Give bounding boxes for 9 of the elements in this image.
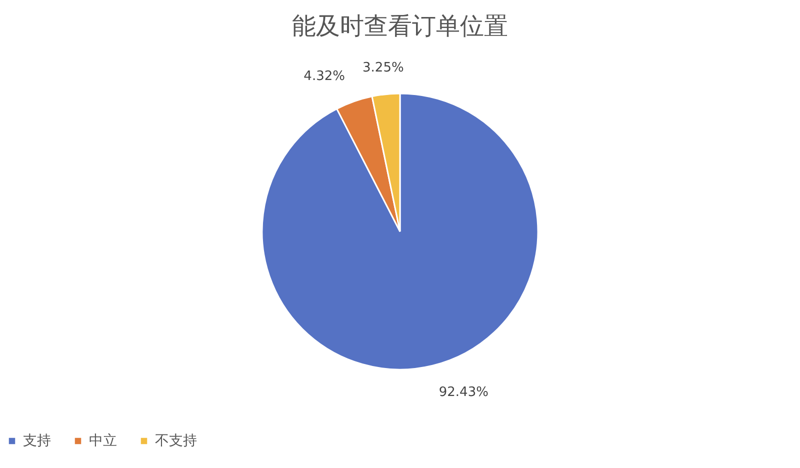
data-label: 4.32% (304, 68, 345, 84)
pie-slice (336, 96, 401, 232)
legend-label: 中立 (89, 433, 117, 449)
data-label: 92.43% (438, 384, 488, 400)
legend-label: 不支持 (155, 433, 197, 449)
chart-title: 能及时查看订单位置 (292, 12, 508, 40)
pie-slice (262, 92, 539, 370)
data-label: 3.25% (362, 60, 404, 76)
legend-label: 支持 (23, 433, 51, 449)
